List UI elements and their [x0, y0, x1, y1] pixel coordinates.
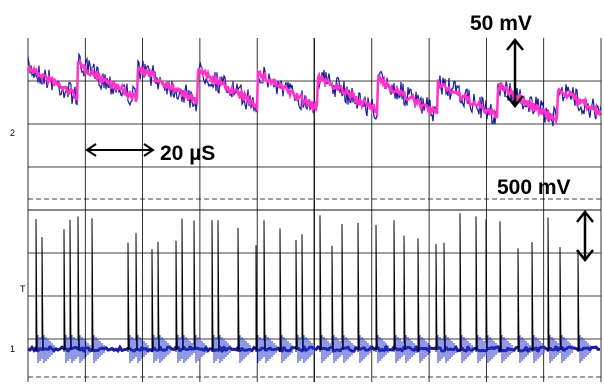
channel-2-marker: 2 — [10, 128, 15, 138]
time-scale-label: 20 µS — [160, 142, 215, 165]
channel-1-marker: 1 — [10, 344, 15, 354]
oscilloscope-screen: 50 mV 20 µS 500 mV 2 T 1 — [0, 0, 604, 392]
top-scale-label: 50 mV — [470, 12, 532, 35]
spikes — [36, 213, 579, 352]
trigger-marker: T — [20, 284, 26, 294]
bottom-scale-label: 500 mV — [497, 176, 571, 199]
